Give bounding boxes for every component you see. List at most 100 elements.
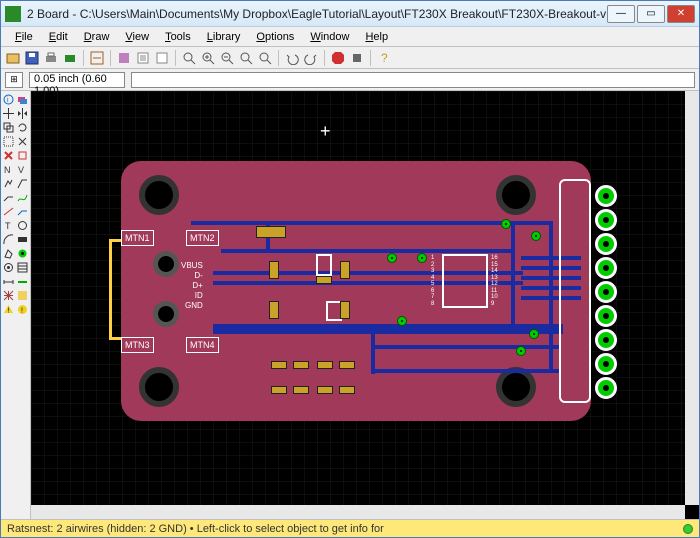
layers-icon[interactable] bbox=[17, 93, 29, 105]
scrollbar-horizontal[interactable] bbox=[31, 505, 685, 519]
save-icon[interactable] bbox=[24, 50, 40, 66]
svg-text:?: ? bbox=[381, 51, 388, 65]
zoom-select-icon[interactable] bbox=[257, 50, 273, 66]
library-icon[interactable] bbox=[116, 50, 132, 66]
pcb-board: MTN1 MTN2 MTN3 MTN4 VBUS D- D+ ID GND bbox=[121, 161, 591, 421]
drc-icon[interactable]: ! bbox=[3, 303, 15, 315]
via bbox=[501, 219, 511, 229]
cursor-cross: + bbox=[320, 121, 331, 142]
attr-icon[interactable] bbox=[17, 261, 29, 273]
route-icon[interactable] bbox=[17, 191, 29, 203]
miter-icon[interactable] bbox=[17, 177, 29, 189]
delete-icon[interactable] bbox=[3, 149, 15, 161]
smash-icon[interactable] bbox=[3, 177, 15, 189]
window-controls: — ▭ ✕ bbox=[607, 5, 695, 23]
cam-icon[interactable] bbox=[62, 50, 78, 66]
menu-window[interactable]: Window bbox=[302, 29, 357, 45]
menu-edit[interactable]: Edit bbox=[41, 29, 76, 45]
mounting-hole bbox=[496, 175, 536, 215]
value-icon[interactable]: V bbox=[17, 163, 29, 175]
mtn-label: MTN4 bbox=[186, 337, 219, 353]
dimension-icon[interactable] bbox=[3, 275, 15, 287]
errors-icon[interactable]: ! bbox=[17, 303, 29, 315]
undo-icon[interactable] bbox=[284, 50, 300, 66]
titlebar: 2 Board - C:\Users\Main\Documents\My Dro… bbox=[1, 1, 699, 27]
split-icon[interactable] bbox=[3, 191, 15, 203]
zoom-out-icon[interactable] bbox=[219, 50, 235, 66]
arc-icon[interactable] bbox=[3, 233, 15, 245]
menu-draw[interactable]: Draw bbox=[76, 29, 118, 45]
text-icon[interactable]: T bbox=[3, 219, 15, 231]
maximize-button[interactable]: ▭ bbox=[637, 5, 665, 23]
svg-text:T: T bbox=[5, 221, 11, 231]
go-icon[interactable] bbox=[349, 50, 365, 66]
rect-icon[interactable] bbox=[17, 233, 29, 245]
status-led bbox=[683, 524, 693, 534]
command-field[interactable] bbox=[131, 72, 695, 88]
via bbox=[529, 329, 539, 339]
name-icon[interactable]: N bbox=[3, 163, 15, 175]
cut-icon[interactable] bbox=[17, 135, 29, 147]
menu-view[interactable]: View bbox=[117, 29, 157, 45]
usb-pad bbox=[153, 301, 179, 327]
info-icon[interactable]: i bbox=[3, 93, 15, 105]
svg-text:N: N bbox=[4, 165, 11, 175]
zoom-redraw-icon[interactable] bbox=[238, 50, 254, 66]
mirror-icon[interactable] bbox=[17, 107, 29, 119]
minimize-button[interactable]: — bbox=[607, 5, 635, 23]
rotate-icon[interactable] bbox=[17, 121, 29, 133]
svg-text:V: V bbox=[18, 165, 24, 175]
menu-library[interactable]: Library bbox=[199, 29, 249, 45]
svg-text:!: ! bbox=[8, 307, 10, 314]
hole-icon[interactable] bbox=[3, 261, 15, 273]
ripup-icon[interactable] bbox=[3, 205, 15, 217]
menu-options[interactable]: Options bbox=[248, 29, 302, 45]
scrollbar-vertical[interactable] bbox=[685, 91, 699, 505]
header-pin bbox=[595, 209, 617, 231]
via bbox=[387, 253, 397, 263]
mounting-hole bbox=[139, 367, 179, 407]
mtn-label: MTN1 bbox=[121, 230, 154, 246]
wire-icon[interactable] bbox=[17, 205, 29, 217]
print-icon[interactable] bbox=[43, 50, 59, 66]
svg-text:i: i bbox=[7, 97, 9, 104]
header-outline bbox=[559, 179, 591, 403]
header-pin bbox=[595, 377, 617, 399]
zoom-in-icon[interactable] bbox=[200, 50, 216, 66]
schematic-icon[interactable] bbox=[89, 50, 105, 66]
help-icon[interactable]: ? bbox=[376, 50, 392, 66]
pin-label: D- bbox=[181, 271, 203, 281]
via bbox=[397, 316, 407, 326]
pcb-canvas[interactable]: + MTN1 MTN2 MTN3 bbox=[31, 91, 685, 505]
grid-button[interactable]: ⊞ bbox=[5, 72, 23, 88]
circle-icon[interactable] bbox=[17, 219, 29, 231]
ratsnest-icon[interactable] bbox=[3, 289, 15, 301]
via-icon[interactable] bbox=[17, 247, 29, 259]
move-icon[interactable] bbox=[3, 107, 15, 119]
menu-tools[interactable]: Tools bbox=[157, 29, 199, 45]
outline bbox=[109, 239, 112, 339]
header-pin bbox=[595, 185, 617, 207]
zoom-fit-icon[interactable] bbox=[181, 50, 197, 66]
redo-icon[interactable] bbox=[303, 50, 319, 66]
script-icon[interactable] bbox=[135, 50, 151, 66]
main-toolbar: ? bbox=[1, 47, 699, 69]
signal-icon[interactable] bbox=[17, 275, 29, 287]
copy-icon[interactable] bbox=[3, 121, 15, 133]
group-icon[interactable] bbox=[3, 135, 15, 147]
pin-label: D+ bbox=[181, 281, 203, 291]
close-button[interactable]: ✕ bbox=[667, 5, 695, 23]
ic-outline bbox=[442, 254, 488, 308]
header-pin bbox=[595, 233, 617, 255]
auto-icon[interactable] bbox=[17, 289, 29, 301]
header-pin bbox=[595, 329, 617, 351]
coord-field[interactable]: 0.05 inch (0.60 1.00) bbox=[29, 72, 125, 88]
add-icon[interactable] bbox=[17, 149, 29, 161]
pin-label: ID bbox=[181, 291, 203, 301]
menu-help[interactable]: Help bbox=[357, 29, 396, 45]
open-icon[interactable] bbox=[5, 50, 21, 66]
poly-icon[interactable] bbox=[3, 247, 15, 259]
stop-icon[interactable] bbox=[330, 50, 346, 66]
ulp-icon[interactable] bbox=[154, 50, 170, 66]
menu-file[interactable]: File bbox=[7, 29, 41, 45]
